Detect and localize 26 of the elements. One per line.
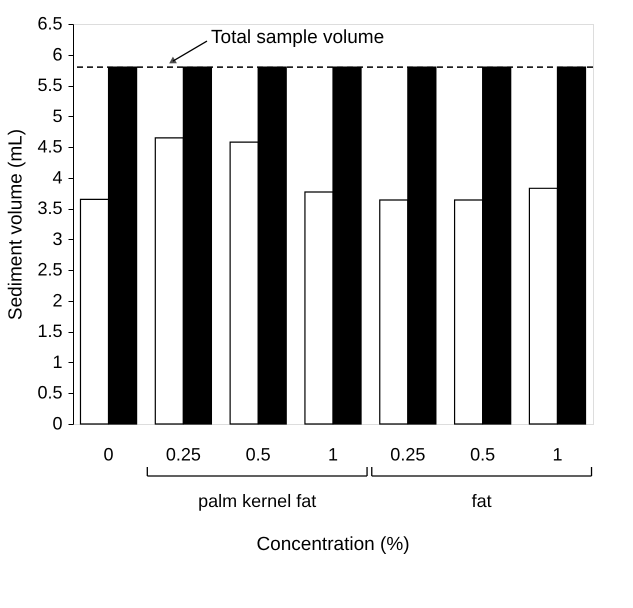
y-tick-label: 4.5 [37, 136, 62, 157]
y-tick-label: 1.5 [37, 321, 62, 342]
x-tick-label: 0.5 [246, 444, 271, 464]
y-tick-label: 5 [52, 106, 62, 126]
y-tick-label: 5.5 [37, 75, 62, 96]
y-tick-label: 3 [52, 228, 62, 249]
y-tick-label: 4 [52, 167, 62, 188]
y-tick-label: 0.5 [37, 382, 62, 403]
y-axis-title: Sediment volume (mL) [5, 128, 26, 320]
y-tick-label: 3.5 [37, 198, 62, 218]
y-tick-label: 1 [52, 352, 62, 372]
x-tick-label: 1 [552, 444, 562, 464]
ref-line-label: Total sample volume [211, 27, 384, 48]
x-tick-label: 0.5 [470, 444, 496, 464]
x-tick-label: 0.25 [166, 444, 201, 464]
y-tick-label: 6 [52, 44, 62, 64]
text: palm kernel fat [198, 491, 316, 511]
x-tick-label: 0 [104, 444, 114, 464]
x-tick-label: 1 [328, 444, 338, 464]
y-tick-label: 2.5 [37, 260, 62, 280]
text: fat [472, 491, 492, 511]
x-tick-label: 0.25 [390, 444, 426, 464]
x-axis-title: Concentration (%) [256, 534, 410, 555]
y-tick-label: 2 [52, 290, 62, 310]
y-tick-label: 0 [52, 414, 62, 434]
y-tick-label: 6.5 [37, 14, 62, 34]
